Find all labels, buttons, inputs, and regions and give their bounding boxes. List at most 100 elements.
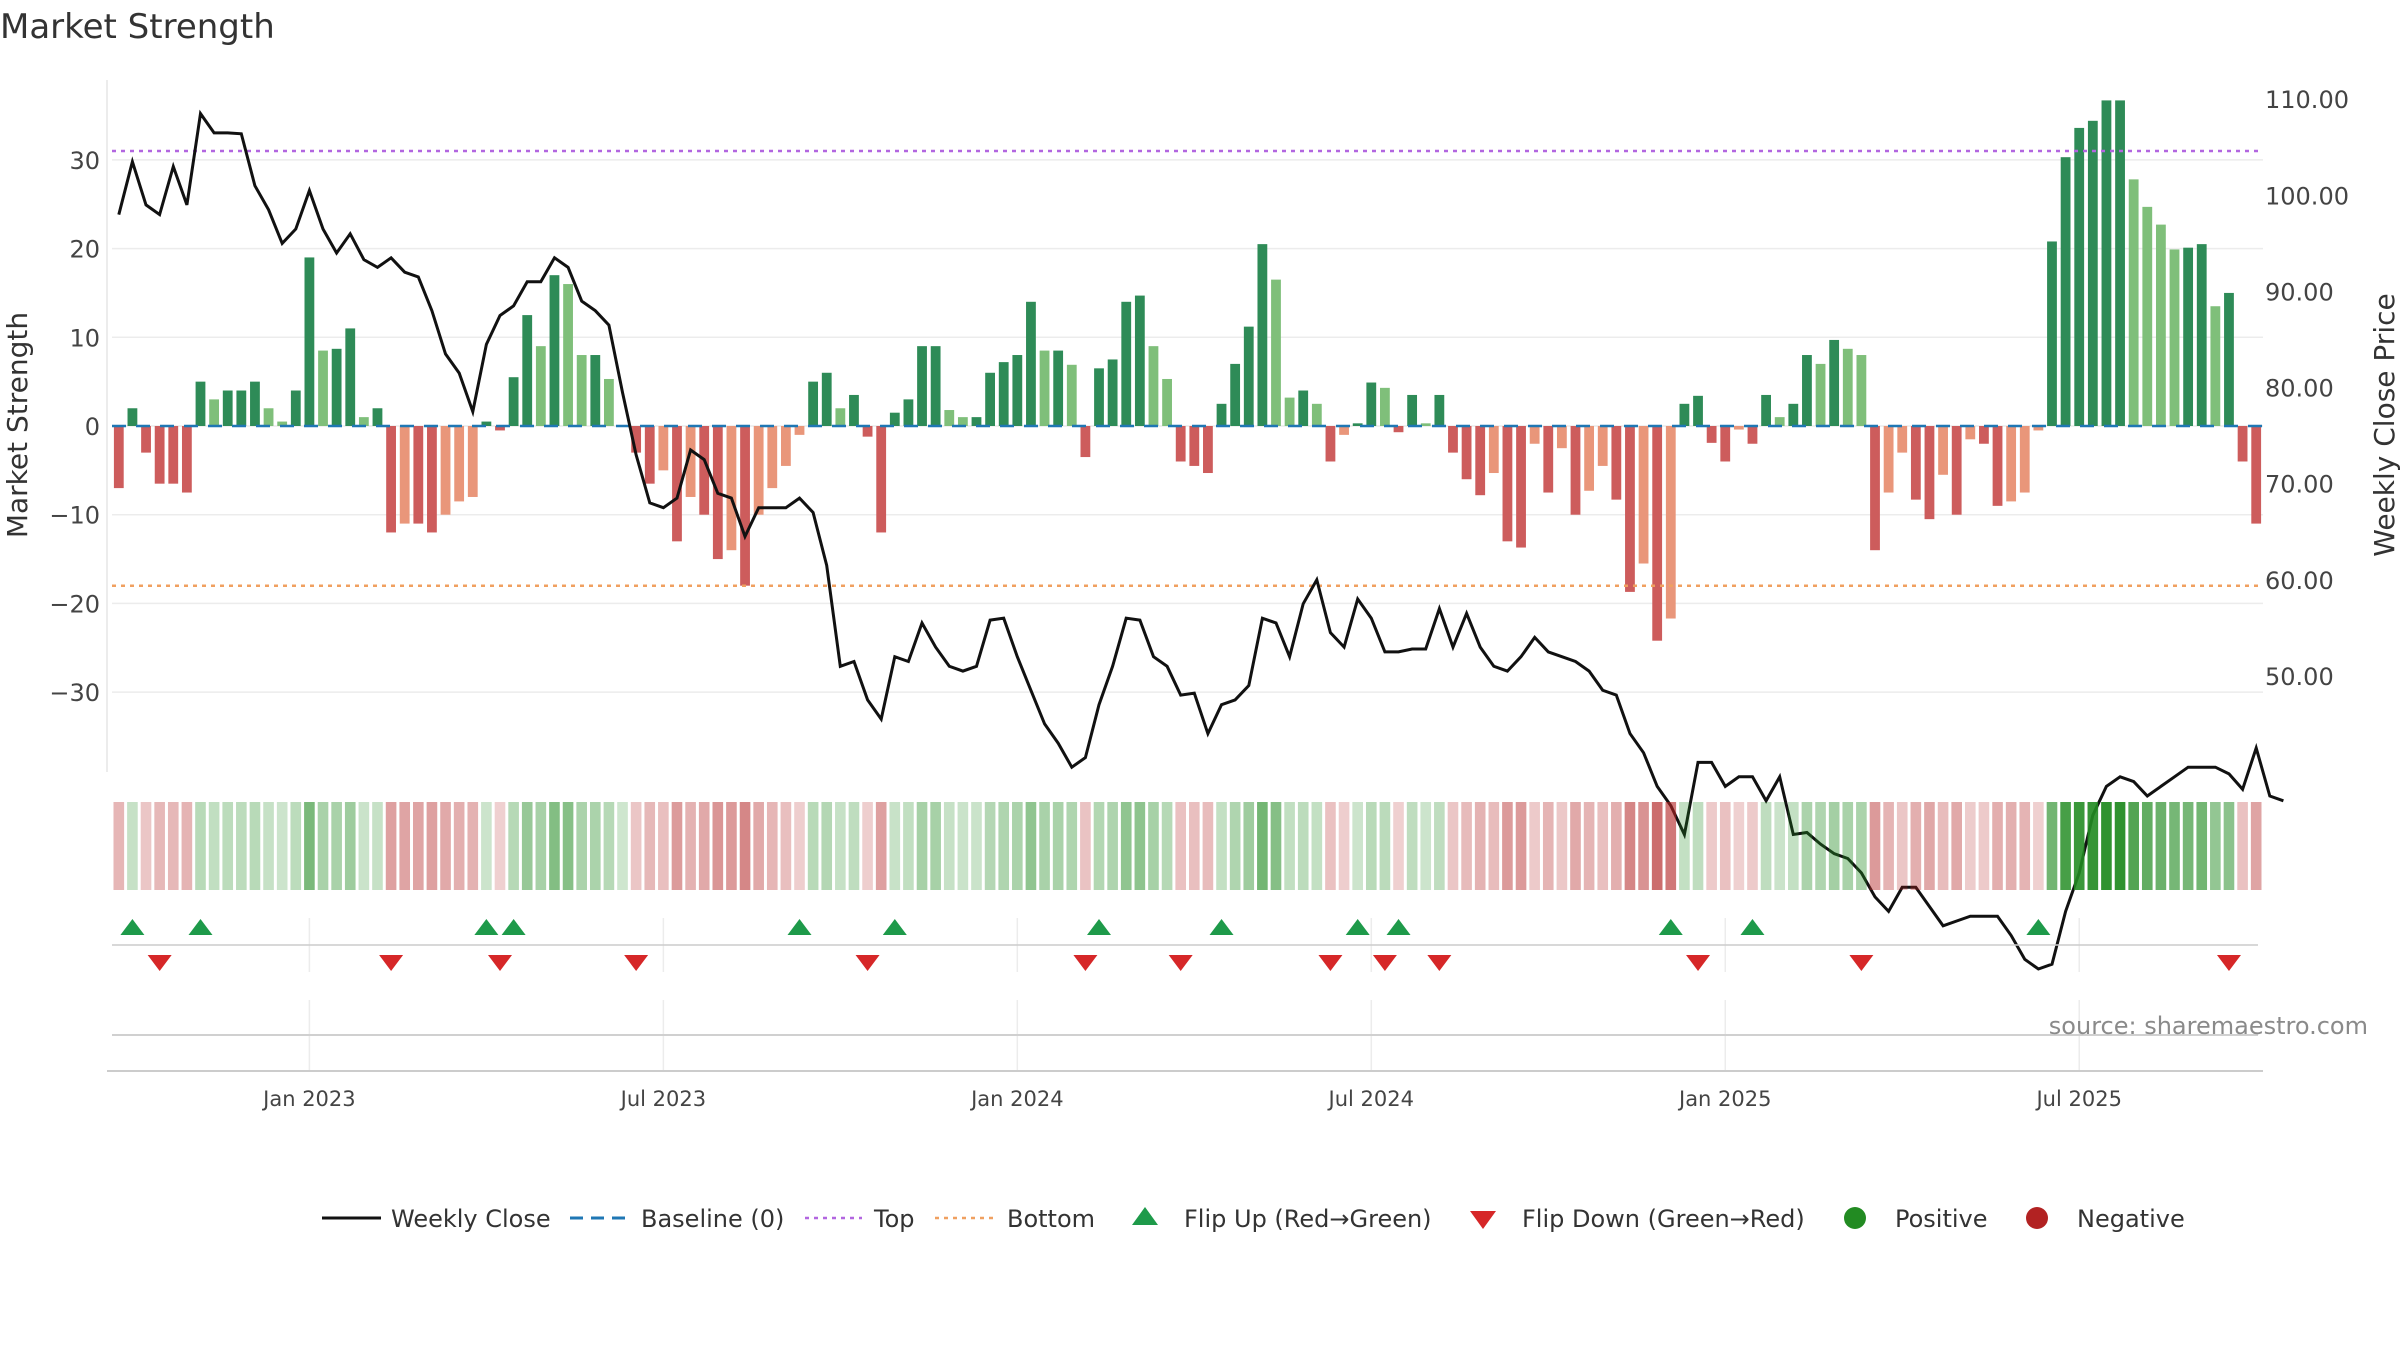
positive-strength-bar: [1053, 350, 1064, 426]
heat-cell: [698, 802, 710, 890]
positive-strength-bar: [1856, 355, 1867, 426]
negative-strength-bar: [699, 426, 710, 515]
positive-strength-bar: [481, 421, 492, 426]
heat-cell: [2169, 802, 2180, 890]
left-tick-label: −30: [49, 679, 100, 707]
positive-strength-bar: [1107, 359, 1118, 426]
heat-cell: [1474, 802, 1486, 890]
heat-cell: [862, 802, 873, 890]
heat-cell: [2250, 802, 2262, 890]
flip-down-markers: [147, 955, 2241, 971]
positive-strength-bar: [549, 275, 560, 426]
heat-cell: [358, 802, 370, 890]
positive-strength-bar: [1366, 382, 1377, 426]
heat-cell: [1910, 802, 1922, 890]
heat-cell: [726, 802, 737, 890]
positive-strength-bar: [2115, 100, 2125, 427]
positive-dot-icon: [1844, 1207, 1866, 1229]
negative-strength-bar: [631, 426, 642, 453]
negative-strength-bar: [2006, 426, 2017, 502]
flip-down-marker: [1427, 955, 1452, 971]
heat-cell: [1297, 802, 1309, 890]
positive-strength-bar: [1162, 378, 1172, 426]
negative-strength-bar: [386, 426, 396, 533]
positive-strength-bar: [1802, 355, 1812, 426]
positive-strength-bar: [808, 381, 819, 426]
positive-strength-bar: [1271, 279, 1281, 426]
flip-down-marker: [147, 955, 172, 971]
positive-strength-bar: [2087, 120, 2098, 427]
flip-up-marker: [188, 919, 213, 935]
negative-strength-bar: [658, 426, 669, 471]
heat-cell: [1992, 802, 2003, 890]
heat-cell: [1039, 802, 1050, 890]
heat-cell: [304, 802, 315, 890]
heat-cell: [903, 802, 914, 890]
chart-title: Market Strength: [0, 7, 275, 47]
heat-cell: [154, 802, 165, 890]
heat-cell: [385, 802, 397, 890]
positive-strength-bar: [1693, 395, 1703, 426]
positive-strength-bar: [1352, 423, 1363, 426]
flip-down-marker: [624, 955, 649, 971]
heat-cell: [263, 802, 274, 890]
heat-cell: [508, 802, 519, 890]
heat-cell: [1760, 802, 1772, 890]
negative-strength-bar: [1339, 426, 1349, 435]
positive-strength-bar: [1407, 394, 1418, 426]
heat-cell: [1434, 802, 1445, 890]
heat-cell: [1719, 802, 1731, 890]
left-tick-label: −20: [49, 590, 100, 618]
heat-cell: [1801, 802, 1813, 890]
positive-strength-bar: [835, 408, 846, 426]
heat-cell: [127, 802, 138, 890]
heat-cell: [1747, 802, 1758, 890]
negative-strength-bar: [1597, 426, 1608, 466]
heat-cell: [998, 802, 1010, 890]
positive-strength-bar: [2047, 241, 2057, 426]
heat-cell: [1120, 802, 1132, 890]
heat-cell: [1338, 802, 1350, 890]
positive-strength-bar: [1761, 394, 1771, 426]
heat-cell: [658, 802, 669, 890]
positive-strength-bar: [1829, 339, 1840, 426]
legend-item-weekly-close: Weekly Close: [322, 1205, 551, 1233]
negative-strength-bar: [454, 426, 465, 502]
negative-strength-bar: [644, 426, 655, 484]
flip-down-marker: [855, 955, 880, 971]
heat-cell: [875, 802, 887, 890]
negative-strength-bar: [1529, 426, 1540, 444]
heat-cell: [794, 802, 805, 890]
left-tick-label: −10: [49, 502, 100, 530]
flip-down-marker: [2216, 955, 2241, 971]
negative-strength-bar: [1516, 426, 1526, 548]
heat-cell: [290, 802, 302, 890]
x-tick-label: Jan 2024: [969, 1087, 1064, 1111]
heat-cell: [372, 802, 383, 890]
heat-cell: [399, 802, 411, 890]
right-axis-title: Weekly Close Price: [2368, 293, 2400, 556]
heat-cell: [181, 802, 193, 890]
heat-cell: [1651, 802, 1663, 890]
heat-cell: [1243, 802, 1255, 890]
heat-cell: [916, 802, 928, 890]
heat-cell: [1420, 802, 1432, 890]
legend-item-positive: Positive: [1844, 1205, 1988, 1233]
legend-item-flip-up: Flip Up (Red→Green): [1132, 1205, 1432, 1233]
flip-up-marker: [882, 919, 907, 935]
negative-strength-bar: [1720, 426, 1731, 462]
legend-label: Top: [873, 1205, 915, 1233]
heat-cell: [2114, 802, 2126, 890]
negative-strength-bar: [1611, 426, 1622, 500]
heat-cell: [1924, 802, 1935, 890]
negative-strength-bar: [495, 426, 505, 431]
positive-strength-bar: [1026, 301, 1036, 426]
negative-strength-bar: [1189, 426, 1200, 466]
heat-cell: [889, 802, 901, 890]
heat-strip: [113, 802, 2262, 890]
negative-strength-bar: [141, 426, 151, 453]
negative-strength-bar: [1556, 426, 1567, 449]
left-axis-title: Market Strength: [1, 312, 34, 538]
positive-strength-bar: [1434, 394, 1445, 426]
heat-cell: [140, 802, 152, 890]
